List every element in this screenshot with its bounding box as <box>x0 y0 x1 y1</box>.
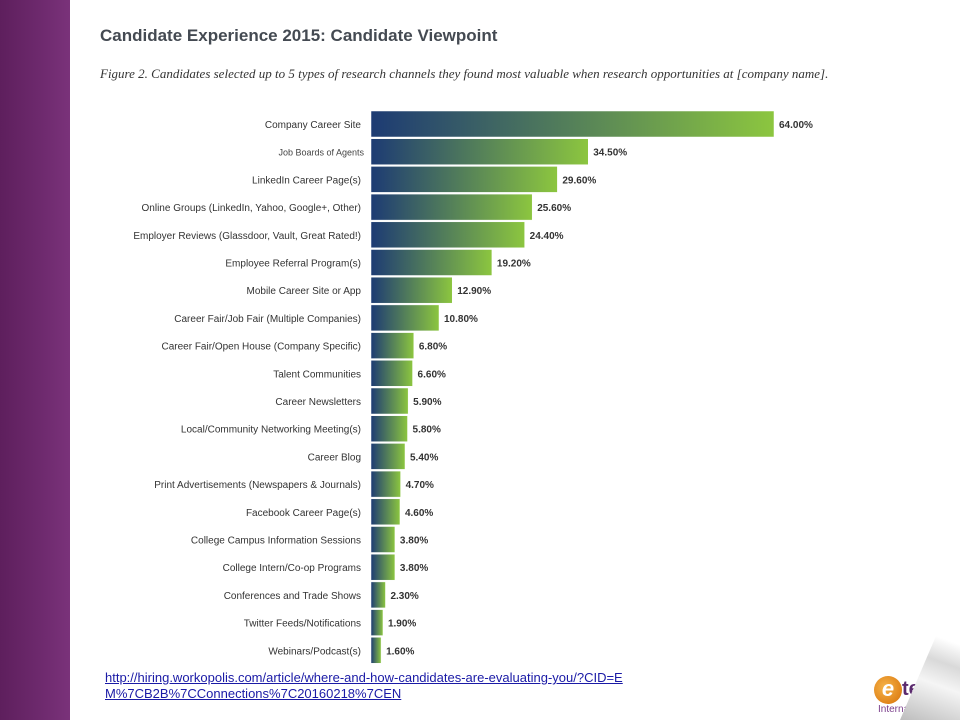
category-label: Career Newsletters <box>275 397 361 408</box>
sidebar-band <box>0 0 70 720</box>
value-label: 5.40% <box>410 452 438 463</box>
bar <box>370 332 415 359</box>
bar <box>370 581 386 609</box>
value-label: 12.90% <box>457 286 491 297</box>
category-label: Employer Reviews (Glassdoor, Vault, Grea… <box>133 231 361 242</box>
value-label: 3.80% <box>400 536 428 547</box>
bar <box>370 360 413 387</box>
value-label: 34.50% <box>593 148 627 159</box>
bar <box>370 110 775 138</box>
category-label: Local/Community Networking Meeting(s) <box>181 425 361 436</box>
bar <box>370 470 401 498</box>
category-label: Twitter Feeds/Notifications <box>244 619 361 630</box>
bar <box>370 498 401 526</box>
slide-title: Candidate Experience 2015: Candidate Vie… <box>100 26 498 45</box>
source-link[interactable]: http://hiring.workopolis.com/article/whe… <box>105 670 623 701</box>
category-label: Online Groups (LinkedIn, Yahoo, Google+,… <box>142 203 361 214</box>
value-label: 4.60% <box>405 508 433 519</box>
bars-group: Company Career Site 64.00% 34.50% LinkedIn … <box>133 110 813 664</box>
value-label: 24.40% <box>530 231 564 242</box>
category-label: Facebook Career Page(s) <box>246 508 361 519</box>
value-label: 25.60% <box>537 203 571 214</box>
overlay-annotation: Job Boards of Agents <box>278 148 364 158</box>
category-label: Career Blog <box>308 452 361 463</box>
bar <box>370 415 408 442</box>
value-label: 4.70% <box>406 480 434 491</box>
value-label: 3.80% <box>400 563 428 574</box>
bar <box>370 443 406 470</box>
value-label: 19.20% <box>497 259 531 270</box>
category-label: Mobile Career Site or App <box>246 286 361 297</box>
category-label: Webinars/Podcast(s) <box>268 646 361 657</box>
value-label: 1.60% <box>386 646 414 657</box>
category-label: Print Advertisements (Newspapers & Journ… <box>154 480 361 491</box>
value-label: 6.80% <box>419 342 447 353</box>
bar <box>370 138 589 165</box>
bar <box>370 249 493 276</box>
value-label: 64.00% <box>779 120 813 131</box>
figure-caption: Figure 2. Candidates selected up to 5 ty… <box>100 66 829 81</box>
bar <box>370 553 396 581</box>
logo-e-mark: e <box>874 676 902 704</box>
category-label: College Intern/Co-op Programs <box>223 563 361 574</box>
value-label: 2.30% <box>390 591 418 602</box>
bar <box>370 276 453 304</box>
value-label: 5.80% <box>413 425 441 436</box>
bar <box>370 193 533 221</box>
bar <box>370 526 396 553</box>
bar <box>370 637 382 664</box>
value-label: 10.80% <box>444 314 478 325</box>
bar <box>370 387 409 415</box>
bar <box>370 304 440 332</box>
value-label: 6.60% <box>418 369 446 380</box>
value-label: 1.90% <box>388 619 416 630</box>
value-label: 29.60% <box>562 175 596 186</box>
category-label: LinkedIn Career Page(s) <box>252 175 361 186</box>
bar <box>370 221 525 249</box>
category-label: Career Fair/Open House (Company Specific… <box>161 342 361 353</box>
value-label: 5.90% <box>413 397 441 408</box>
category-label: College Campus Information Sessions <box>191 536 361 547</box>
bar <box>370 609 384 636</box>
category-label: Employee Referral Program(s) <box>225 259 361 270</box>
category-label: Talent Communities <box>273 369 361 380</box>
category-label: Company Career Site <box>265 120 362 131</box>
category-label: Conferences and Trade Shows <box>224 591 361 602</box>
bar <box>370 166 558 193</box>
category-label: Career Fair/Job Fair (Multiple Companies… <box>174 314 361 325</box>
